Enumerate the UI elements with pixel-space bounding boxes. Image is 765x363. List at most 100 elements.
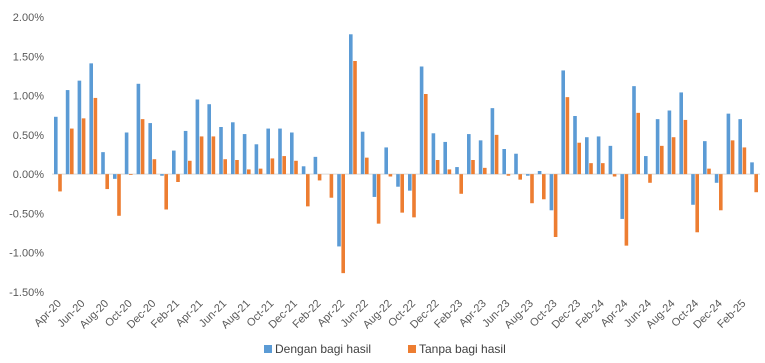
bars — [54, 34, 758, 274]
bar-dengan-jul-24 — [655, 119, 660, 175]
y-tick-label: 1.00% — [13, 91, 44, 103]
bar-tanpa-nov-24 — [707, 168, 711, 175]
bar-dengan-aug-21 — [242, 134, 247, 175]
bar-tanpa-jan-25 — [730, 140, 735, 175]
bar-dengan-may-21 — [207, 104, 211, 175]
bar-tanpa-dec-20 — [152, 159, 157, 175]
bar-dengan-aug-20 — [101, 152, 105, 175]
bar-dengan-jan-25 — [726, 113, 731, 175]
bar-tanpa-jan-23 — [447, 169, 452, 175]
bar-tanpa-dec-23 — [577, 142, 581, 175]
bar-tanpa-aug-23 — [530, 174, 534, 204]
bar-tanpa-sep-24 — [683, 119, 688, 175]
bar-tanpa-apr-21 — [199, 136, 204, 175]
bar-dengan-jul-23 — [514, 153, 518, 175]
bar-tanpa-aug-24 — [671, 137, 676, 175]
bar-dengan-nov-21 — [278, 128, 282, 175]
bar-dengan-jan-21 — [160, 174, 164, 176]
y-tick-label: 0.00% — [13, 169, 44, 181]
legend-label-dengan-bagi-hasil: Dengan bagi hasil — [275, 342, 371, 356]
bar-tanpa-apr-23 — [483, 167, 487, 175]
bar-tanpa-oct-23 — [553, 174, 558, 237]
legend: Dengan bagi hasil Tanpa bagi hasil — [264, 342, 506, 356]
bar-tanpa-mar-22 — [329, 174, 334, 198]
bar-dengan-sep-20 — [113, 174, 117, 179]
bar-tanpa-nov-22 — [424, 94, 428, 175]
bar-dengan-may-23 — [490, 108, 495, 175]
bar-tanpa-aug-22 — [388, 174, 393, 177]
bar-dengan-feb-22 — [313, 156, 318, 175]
bar-dengan-dec-21 — [290, 132, 294, 175]
bar-dengan-jul-20 — [89, 63, 93, 175]
bar-dengan-oct-23 — [549, 174, 554, 211]
bar-tanpa-jul-21 — [235, 160, 239, 175]
bar-tanpa-feb-22 — [317, 174, 322, 181]
bar-dengan-aug-24 — [667, 110, 672, 175]
bar-tanpa-feb-25 — [742, 147, 747, 175]
bar-tanpa-oct-21 — [270, 158, 275, 175]
bar-dengan-nov-20 — [136, 83, 141, 175]
bar-dengan-apr-20 — [54, 116, 58, 175]
bar-dengan-mar-21 — [183, 130, 188, 175]
bar-tanpa-feb-23 — [459, 174, 463, 194]
bar-tanpa-sep-22 — [400, 174, 404, 213]
bar-dengan-feb-24 — [596, 136, 601, 175]
bar-dengan-nov-22 — [419, 66, 424, 175]
bar-tanpa-sep-21 — [258, 168, 263, 175]
bar-tanpa-sep-20 — [117, 174, 121, 216]
bar-dengan-jun-21 — [219, 127, 223, 175]
x-axis: Apr-20Jun-20Aug-20Oct-20Dec-20Feb-21Apr-… — [32, 298, 748, 332]
y-tick-label: 1.50% — [13, 51, 44, 63]
bar-tanpa-jan-24 — [589, 163, 593, 175]
bar-tanpa-jul-22 — [376, 174, 381, 224]
bar-tanpa-nov-21 — [282, 156, 286, 175]
bar-dengan-oct-21 — [266, 128, 270, 175]
bar-tanpa-jun-21 — [223, 159, 227, 175]
bar-dengan-jun-24 — [644, 156, 648, 175]
bar-dengan-apr-23 — [478, 140, 483, 175]
bar-dengan-feb-25 — [738, 119, 742, 175]
bar-dengan-sep-24 — [679, 92, 683, 175]
bar-tanpa-feb-24 — [601, 163, 605, 175]
bar-tanpa-feb-21 — [176, 174, 180, 182]
bar-tanpa-oct-22 — [412, 174, 416, 218]
bar-tanpa-apr-20 — [58, 174, 62, 192]
bar-tanpa-dec-24 — [719, 174, 723, 211]
y-tick-label: -0.50% — [9, 208, 44, 220]
bar-tanpa-oct-20 — [129, 174, 133, 175]
bar-dengan-apr-22 — [337, 174, 341, 247]
bar-dengan-apr-24 — [620, 174, 624, 219]
legend-swatch-dengan-bagi-hasil — [264, 345, 272, 353]
bar-dengan-nov-23 — [561, 70, 565, 175]
bar-tanpa-jun-23 — [506, 174, 511, 176]
bar-dengan-sep-23 — [537, 171, 542, 175]
legend-label-tanpa-bagi-hasil: Tanpa bagi hasil — [419, 342, 506, 356]
y-tick-label: -1.50% — [9, 287, 44, 299]
y-axis: 2.00% 1.50% 1.00% 0.50% 0.00% -0.50% -1.00% -1.… — [9, 12, 44, 299]
bar-tanpa-apr-24 — [624, 174, 629, 246]
bar-tanpa-mar-25 — [754, 174, 758, 193]
bar-dengan-aug-22 — [384, 147, 388, 175]
bar-dengan-mar-23 — [467, 134, 471, 175]
y-tick-label: -1.00% — [9, 248, 44, 260]
bar-tanpa-jul-24 — [660, 145, 664, 175]
bar-dengan-jul-22 — [372, 174, 377, 197]
bar-dengan-jun-20 — [77, 80, 82, 175]
bar-dengan-jan-22 — [301, 166, 306, 175]
bar-dengan-may-20 — [65, 90, 70, 175]
bar-tanpa-may-24 — [636, 112, 640, 175]
bar-dengan-dec-22 — [431, 133, 436, 175]
bar-tanpa-dec-22 — [435, 160, 440, 175]
bar-dengan-jan-23 — [443, 141, 447, 175]
bar-tanpa-jul-20 — [93, 97, 98, 175]
bar-dengan-feb-23 — [455, 167, 459, 175]
bar-dengan-may-24 — [632, 86, 636, 175]
bar-dengan-may-22 — [349, 34, 353, 175]
bar-dengan-oct-22 — [408, 174, 412, 191]
y-tick-label: 0.50% — [13, 130, 44, 142]
bar-tanpa-jun-24 — [648, 174, 652, 183]
bar-dengan-oct-24 — [691, 174, 695, 205]
bar-dengan-dec-24 — [714, 174, 719, 183]
y-tick-label: 2.00% — [13, 12, 44, 24]
